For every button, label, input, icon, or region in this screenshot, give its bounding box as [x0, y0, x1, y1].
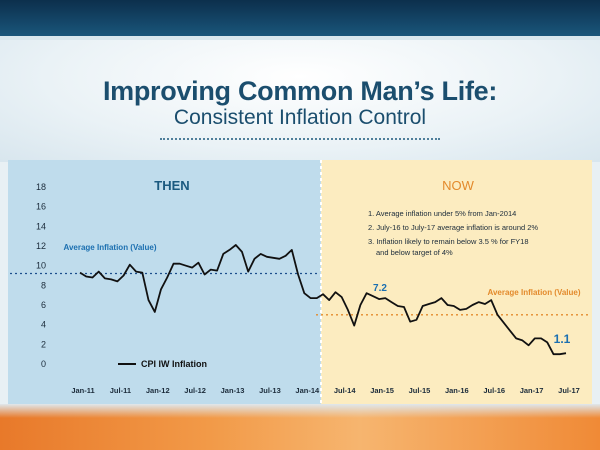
x-tick-label: Jul-16	[483, 386, 505, 395]
x-tick-label: Jan-16	[445, 386, 469, 395]
series-line-cpi-iw	[79, 244, 567, 356]
top-banner	[0, 0, 600, 40]
y-tick-label: 6	[41, 300, 46, 310]
note-1: 1. Average inflation under 5% from Jan-2…	[368, 209, 516, 218]
note-2: 2. July-16 to July-17 average inflation …	[368, 223, 538, 232]
annotation-7-2: 7.2	[373, 283, 387, 294]
notes-block: 1. Average inflation under 5% from Jan-2…	[368, 209, 538, 257]
x-tick-label: Jul-11	[110, 386, 131, 395]
y-tick-label: 2	[41, 339, 46, 349]
y-tick-label: 10	[36, 261, 46, 271]
x-tick-label: Jan-15	[370, 386, 394, 395]
note-3-continued: and below target of 4%	[376, 248, 453, 257]
x-tick-label: Jul-14	[334, 386, 357, 395]
annotation-1-1: 1.1	[554, 332, 571, 346]
y-tick-label: 12	[36, 241, 46, 251]
x-tick-label: Jan-14	[295, 386, 320, 395]
y-tick-label: 8	[41, 280, 46, 290]
average-label-then: Average Inflation (Value)	[63, 243, 156, 252]
y-tick-label: 18	[36, 182, 46, 192]
y-tick-label: 0	[41, 359, 46, 369]
x-axis-ticks: Jan-11 Jul-11 Jan-12 Jul-12 Jan-13 Jul-13 Jan-…	[71, 386, 580, 395]
y-tick-label: 4	[41, 320, 46, 330]
legend: CPI IW Inflation	[118, 359, 207, 369]
x-tick-label: Jan-12	[146, 386, 170, 395]
title-area	[0, 40, 600, 162]
y-axis-ticks: 0 2 4 6 8 10 12 14 16 18	[36, 182, 46, 369]
page-subtitle: Consistent Inflation Control	[173, 106, 427, 129]
x-tick-label: Jul-15	[409, 386, 431, 395]
y-tick-label: 16	[36, 202, 46, 212]
x-tick-label: Jul-13	[259, 386, 281, 395]
page-title: Improving Common Man’s Life:	[102, 76, 498, 106]
bottom-banner	[0, 404, 600, 450]
x-tick-label: Jul-12	[184, 386, 206, 395]
legend-label: CPI IW Inflation	[141, 359, 207, 369]
x-tick-label: Jan-13	[221, 386, 245, 395]
y-tick-label: 14	[36, 221, 46, 231]
then-label: THEN	[154, 178, 189, 193]
note-3: 3. Inflation likely to remain below 3.5 …	[368, 237, 529, 246]
x-tick-label: Jan-17	[520, 386, 544, 395]
x-tick-label: Jul-17	[558, 386, 580, 395]
now-panel	[321, 160, 592, 404]
x-tick-label: Jan-11	[71, 386, 94, 395]
now-label: NOW	[442, 178, 475, 193]
title-divider	[160, 138, 440, 140]
average-label-now: Average Inflation (Value)	[487, 288, 580, 297]
